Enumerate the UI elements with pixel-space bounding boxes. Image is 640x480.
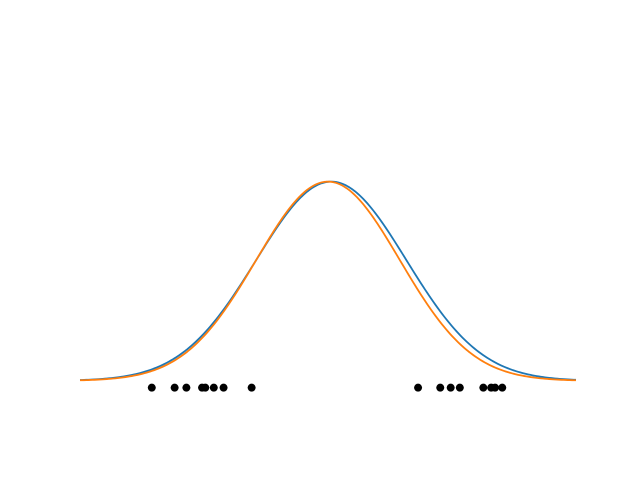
data-point-3 [182,383,191,392]
data-point-16 [498,383,507,392]
data-point-5 [201,383,210,392]
data-point-12 [455,383,464,392]
data-point-13 [479,383,488,392]
series-line-2 [79,180,577,382]
series-line-1 [79,180,577,381]
data-point-7 [219,383,228,392]
data-point-1 [147,383,156,392]
data-point-2 [170,383,179,392]
data-point-10 [436,383,445,392]
data-point-6 [209,383,218,392]
data-point-15 [491,383,500,392]
data-point-8 [247,383,256,392]
data-point-9 [414,383,423,392]
data-point-11 [446,383,455,392]
